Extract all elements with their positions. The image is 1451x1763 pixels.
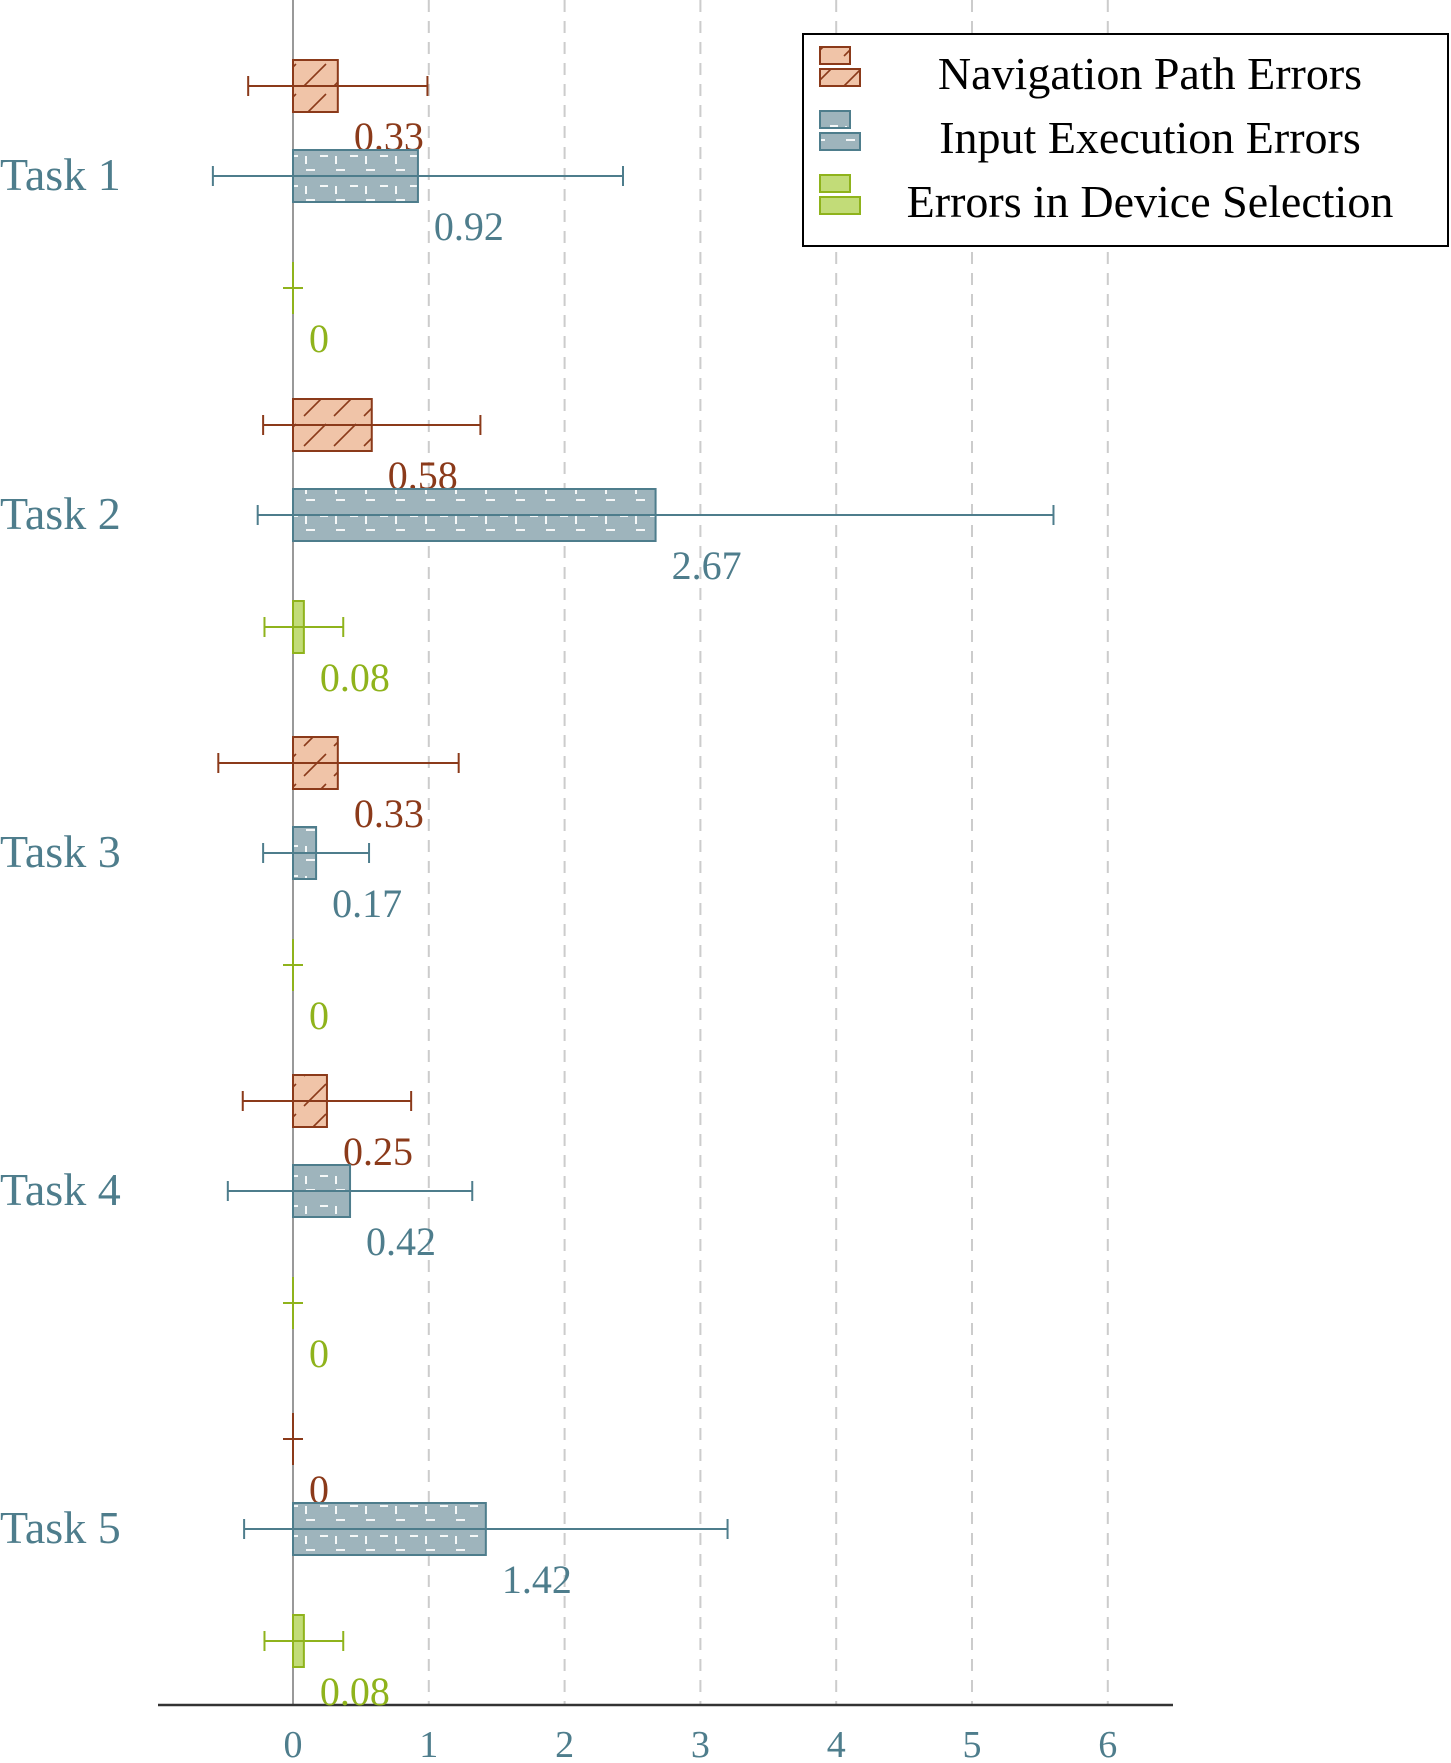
x-tick-label: 2 [555, 1724, 574, 1763]
legend-swatch [819, 174, 851, 193]
x-tick-label: 3 [691, 1724, 710, 1763]
data-label: 0 [309, 1331, 329, 1376]
data-label: 0.08 [320, 1669, 390, 1714]
data-label: 2.67 [672, 543, 742, 588]
category-label: Task 3 [0, 826, 121, 877]
legend-label: Navigation Path Errors [938, 48, 1362, 99]
x-tick-label: 5 [963, 1724, 982, 1763]
category-label: Task 4 [0, 1164, 121, 1215]
legend-swatch [819, 46, 851, 65]
x-tick-label: 6 [1098, 1724, 1117, 1763]
legend-label: Input Execution Errors [939, 112, 1361, 163]
category-label: Task 1 [0, 149, 121, 200]
data-label: 0.17 [332, 881, 402, 926]
x-tick-label: 1 [419, 1724, 438, 1763]
legend-swatch [819, 196, 861, 215]
legend: Navigation Path Errors Input Execution Er… [802, 33, 1449, 247]
data-label: 0.08 [320, 655, 390, 700]
data-label: 0.33 [354, 791, 424, 836]
x-tick-label: 0 [284, 1724, 303, 1763]
legend-label: Errors in Device Selection [907, 176, 1394, 227]
data-label: 0.92 [434, 204, 504, 249]
data-label: 0 [309, 316, 329, 361]
category-label: Task 5 [0, 1502, 121, 1553]
x-tick-label: 4 [827, 1724, 846, 1763]
category-label: Task 2 [0, 488, 121, 539]
legend-swatch [819, 110, 851, 129]
data-label: 0 [309, 1467, 329, 1512]
legend-swatch [819, 132, 861, 151]
legend-swatch [819, 68, 861, 87]
data-label: 1.42 [502, 1557, 572, 1602]
data-label: 0 [309, 993, 329, 1038]
data-label: 0.25 [343, 1129, 413, 1174]
data-label: 0.42 [366, 1219, 436, 1264]
legend-box [802, 33, 1449, 247]
